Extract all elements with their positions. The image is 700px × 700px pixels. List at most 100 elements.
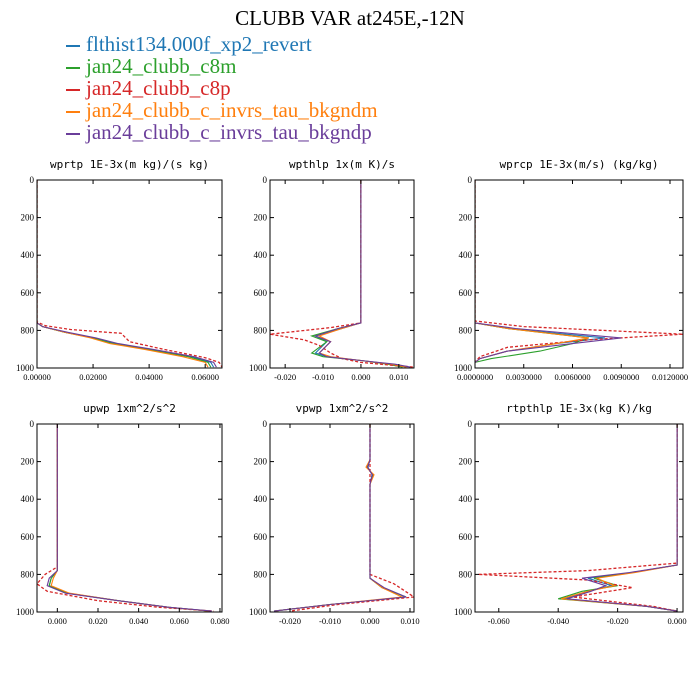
x-tick-label: -0.020 [274,372,296,382]
y-tick-label: 400 [254,250,268,260]
x-tick-label: 0.0120000 [652,372,688,382]
legend-line-2 [66,67,80,70]
series-line-3 [477,424,678,612]
x-tick-label: 0.000 [351,372,370,382]
y-tick-label: 600 [459,532,473,542]
x-tick-label: 0.060 [170,616,189,626]
series-line-4 [50,424,210,612]
y-tick-label: 400 [21,250,35,260]
y-tick-label: 400 [254,494,268,504]
y-tick-label: 0 [263,419,268,429]
plot-frame [36,423,223,613]
x-tick-label: -0.020 [279,616,301,626]
y-tick-label: 0 [30,175,35,185]
x-tick-label: 0.06000 [191,372,219,382]
legend-label: jan24_clubb_c8p [86,76,231,100]
x-tick-label: 0.020 [88,616,107,626]
series-line-1 [273,424,407,612]
series-line-5 [313,180,411,368]
series-line-2 [48,424,210,612]
y-tick-label: 200 [459,213,473,223]
y-tick-label: 800 [21,569,35,579]
x-tick-label: 0.000 [48,616,67,626]
y-tick-label: 400 [459,250,473,260]
y-tick-label: 200 [254,457,268,467]
panel-title: vpwp 1xm^2/s^2 [296,402,389,415]
series-line-5 [37,180,217,368]
y-tick-label: 800 [254,569,268,579]
panel-title: wpthlp 1x(m K)/s [289,158,395,171]
series-line-4 [561,424,678,612]
series-line-5 [566,424,678,612]
y-tick-label: 1000 [16,607,35,617]
series-line-4 [273,424,405,612]
y-tick-label: 600 [254,532,268,542]
plot-frame [269,423,415,613]
y-tick-label: 0 [263,175,268,185]
y-tick-label: 1000 [249,607,268,617]
legend-item: jan24_clubb_c_invrs_tau_bkgndp [66,121,378,143]
plot-frame [474,179,684,369]
x-tick-label: 0.0090000 [603,372,639,382]
series-line-4 [37,180,209,368]
panel-title: wprcp 1E-3x(m/s) (kg/kg) [500,158,659,171]
y-tick-label: 800 [459,569,473,579]
legend-line-4 [66,111,80,114]
legend-label: jan24_clubb_c8m [86,54,237,78]
series-line-5 [273,424,407,612]
y-tick-label: 200 [21,457,35,467]
series-line-1 [48,424,210,612]
y-tick-label: 600 [459,288,473,298]
legend-item: jan24_clubb_c_invrs_tau_bkgndm [66,99,378,121]
x-tick-label: -0.020 [607,616,629,626]
x-tick-label: -0.010 [312,372,334,382]
series-line-3 [270,180,414,368]
x-tick-label: 0.010 [389,372,408,382]
series-line-1 [563,424,678,612]
series-line-4 [317,180,407,368]
legend-item: flthist134.000f_xp2_revert [66,33,378,55]
x-tick-label: -0.060 [488,616,510,626]
legend-item: jan24_clubb_c8m [66,55,378,77]
series-line-3 [289,424,414,612]
x-tick-label: 0.0030000 [506,372,542,382]
series-line-5 [475,180,622,363]
figure-title: CLUBB VAR at245E,-12N [235,6,465,30]
y-tick-label: 0 [30,419,35,429]
series-line-5 [46,424,212,612]
series-line-1 [37,180,215,368]
y-tick-label: 1000 [454,363,473,373]
y-tick-label: 800 [21,325,35,335]
legend-label: flthist134.000f_xp2_revert [86,32,312,56]
series-line-2 [37,180,212,368]
x-tick-label: 0.04000 [135,372,163,382]
y-tick-label: 600 [21,532,35,542]
series-line-3 [37,180,222,368]
panel-title: rtpthlp 1E-3x(kg K)/kg [506,402,652,415]
y-tick-label: 200 [254,213,268,223]
y-tick-label: 400 [459,494,473,504]
x-tick-label: 0.00000 [23,372,51,382]
panel-title: wprtp 1E-3x(m kg)/(s kg) [50,158,209,171]
legend-line-5 [66,133,80,136]
y-tick-label: 800 [459,325,473,335]
series-line-3 [37,424,214,612]
x-tick-label: 0.010 [400,616,419,626]
legend: flthist134.000f_xp2_revert jan24_clubb_c… [66,33,378,143]
legend-label: jan24_clubb_c_invrs_tau_bkgndp [86,120,372,144]
x-tick-label: 0.0000000 [457,372,493,382]
legend-line-1 [66,45,80,48]
y-tick-label: 600 [21,288,35,298]
y-tick-label: 0 [468,419,473,429]
chart-panel: wprtp 1E-3x(m kg)/(s kg) 0 200 400 600 800 100… [16,158,223,382]
y-tick-label: 1000 [249,363,268,373]
x-tick-label: 0.080 [210,616,229,626]
panel-title: upwp 1xm^2/s^2 [83,402,176,415]
x-tick-label: 0.000 [360,616,379,626]
y-tick-label: 400 [21,494,35,504]
plot-frame [36,179,223,369]
chart-panel: upwp 1xm^2/s^2 0 200 400 600 800 1000 0.000 0.02… [16,402,230,626]
y-tick-label: 1000 [16,363,35,373]
series-line-2 [558,424,678,612]
